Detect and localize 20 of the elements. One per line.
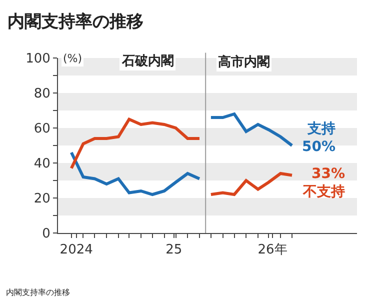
annotation: 33% 不支持 [302,166,345,200]
y-tick-label: 20 [34,192,50,207]
y-tick-label: 0 [42,226,50,242]
y-tick-label: 40 [34,156,50,172]
line-series [70,151,201,196]
y-tick-label: 80 [34,86,50,102]
x-tick-label: 2024 [60,242,93,258]
chart-title: 内閣支持率の推移 [8,12,144,32]
x-tick-label: 26年 [258,242,288,258]
text: 内閣支持率の推移 [6,288,70,297]
x-tick-label: 25 [166,242,182,258]
y-axis-title: (%) [63,52,82,65]
annotation: 支持 50% [302,121,336,156]
annotation: 石破内閣 [121,54,174,69]
line-series [209,172,294,196]
line-series [70,118,201,170]
y-tick-label: 100 [26,52,50,67]
annotation: 高市内閣 [218,54,270,70]
line-series [209,112,294,147]
y-tick-label: 60 [34,122,50,137]
